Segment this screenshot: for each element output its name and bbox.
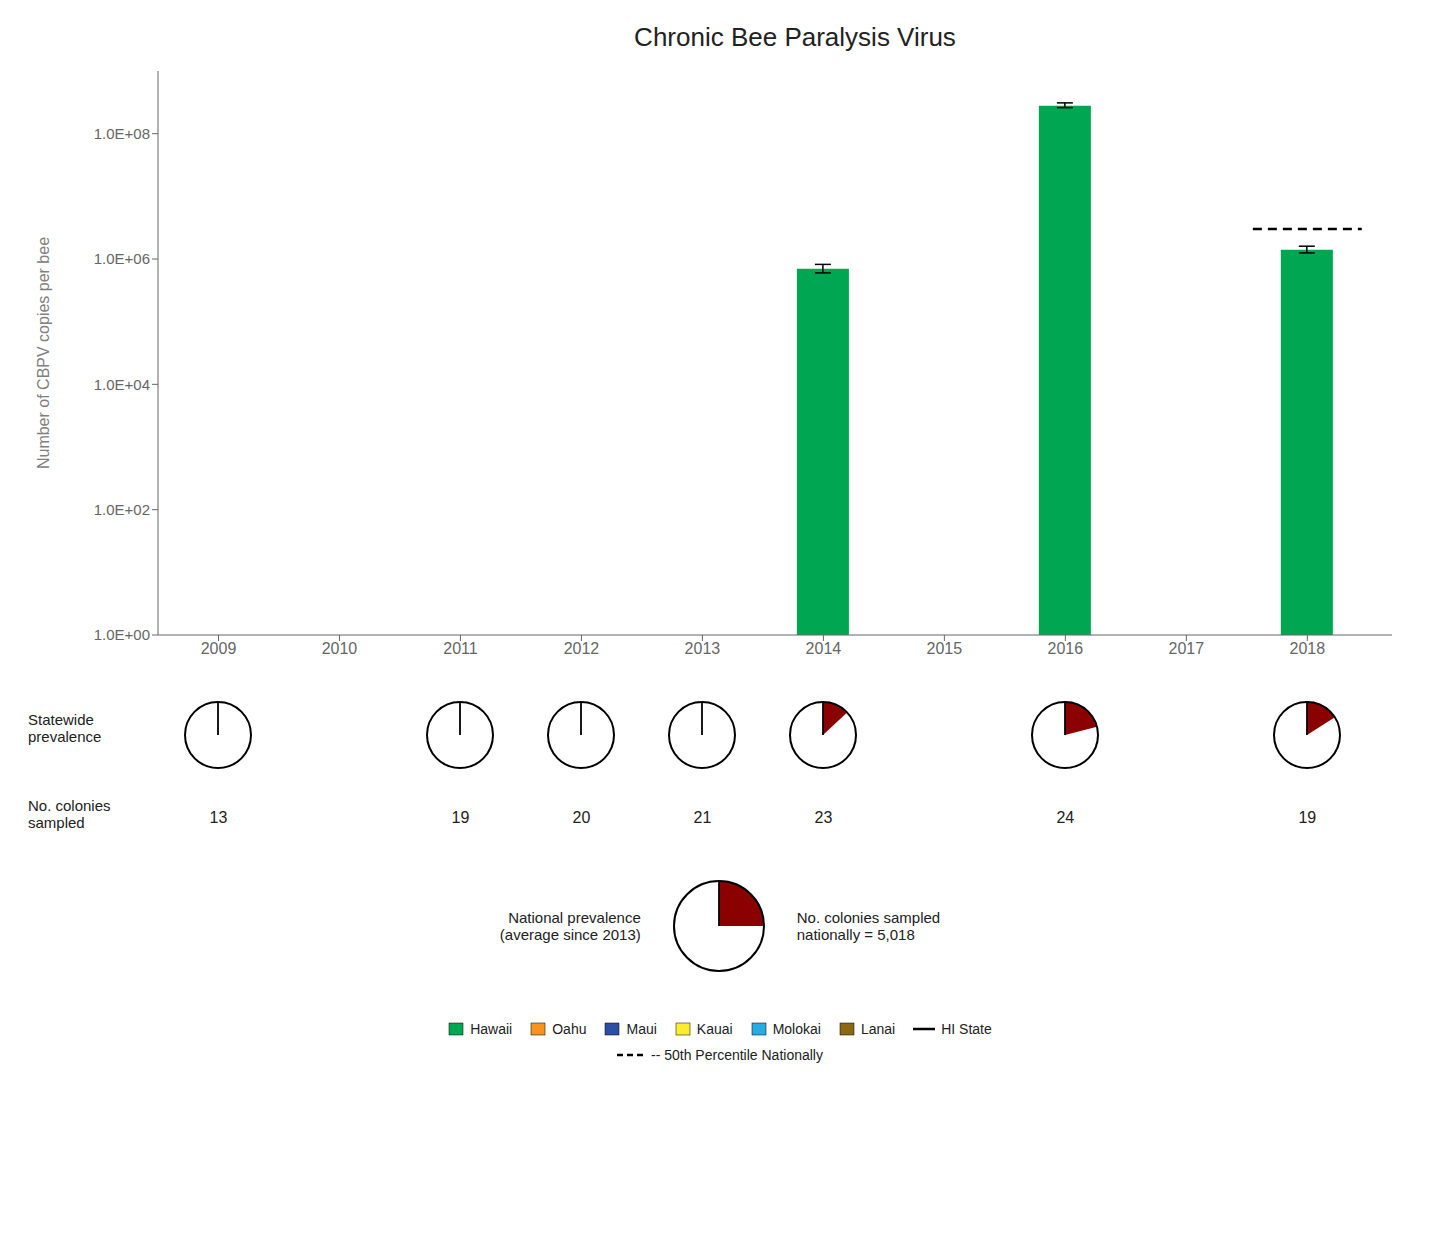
html-text:Lanai: Lanai <box>860 1021 896 1037</box>
svg-text:1.0E+08: 1.0E+08 <box>94 125 150 142</box>
svg-text:1.0E+04: 1.0E+04 <box>94 376 150 393</box>
svg-text:2018: 2018 <box>1290 640 1326 657</box>
html-text:13: 13 <box>209 809 228 826</box>
html-text:Hawaii: Hawaii <box>470 1021 513 1037</box>
html-text:23: 23 <box>814 809 833 826</box>
html-text:Molokai: Molokai <box>772 1021 821 1037</box>
svg-text:2012: 2012 <box>564 640 600 657</box>
svg-text:2011: 2011 <box>443 640 478 657</box>
svg-text:2010: 2010 <box>322 640 358 657</box>
html-text:National prevalence (average s: National prevalence (average since 2013) <box>499 909 641 943</box>
html-text:Chronic Bee Paralysis Virus: Chronic Bee Paralysis Virus <box>634 22 956 52</box>
html-text:No. colonies sampled: No. colonies sampled <box>28 797 111 831</box>
svg-text:1.0E+06: 1.0E+06 <box>94 250 150 267</box>
html-text:24: 24 <box>1056 809 1075 826</box>
svg-text:2013: 2013 <box>685 640 721 657</box>
svg-text:Number of CBPV copies per bee: Number of CBPV copies per bee <box>35 237 52 469</box>
html-text:19: 19 <box>1298 809 1317 826</box>
html-text:Maui: Maui <box>626 1021 657 1037</box>
html-text:20: 20 <box>572 809 591 826</box>
html-text:Statewide prevalence: Statewide prevalence <box>28 711 102 745</box>
html-text:Oahu: Oahu <box>552 1021 587 1037</box>
svg-text:2016: 2016 <box>1048 640 1084 657</box>
svg-text:2009: 2009 <box>201 640 237 657</box>
html-text:21: 21 <box>693 809 712 826</box>
svg-text:2017: 2017 <box>1169 640 1205 657</box>
html-text:Kauai: Kauai <box>696 1021 733 1037</box>
svg-text:2014: 2014 <box>806 640 842 657</box>
svg-text:1.0E+02: 1.0E+02 <box>94 501 150 518</box>
svg-text:1.0E+00: 1.0E+00 <box>94 626 150 643</box>
html-text:HI State: HI State <box>941 1021 992 1037</box>
html-text:-- 50th Percentile Nationally: -- 50th Percentile Nationally <box>651 1047 823 1063</box>
svg-text:2015: 2015 <box>927 640 963 657</box>
html-text:No. colonies sampled nationall: No. colonies sampled nationally = 5,018 <box>796 909 941 943</box>
html-text:19: 19 <box>451 809 470 826</box>
